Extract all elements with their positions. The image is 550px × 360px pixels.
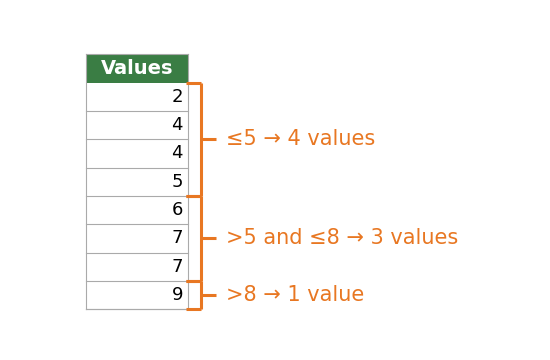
Bar [86, 281, 188, 309]
Text: 7: 7 [172, 258, 183, 276]
Text: 6: 6 [172, 201, 183, 219]
Bar [86, 168, 188, 196]
Text: Values: Values [101, 59, 173, 78]
Text: >8 → 1 value: >8 → 1 value [227, 285, 365, 305]
Bar [86, 224, 188, 253]
Bar [86, 196, 188, 224]
Text: 4: 4 [172, 144, 183, 162]
Text: 5: 5 [172, 173, 183, 191]
Bar [86, 111, 188, 139]
Text: 4: 4 [172, 116, 183, 134]
Bar [86, 54, 188, 83]
Text: 7: 7 [172, 229, 183, 247]
Bar [86, 139, 188, 168]
Bar [86, 83, 188, 111]
Bar [86, 253, 188, 281]
Text: 9: 9 [172, 286, 183, 304]
Text: 2: 2 [172, 88, 183, 106]
Text: ≤5 → 4 values: ≤5 → 4 values [227, 129, 376, 149]
Text: >5 and ≤8 → 3 values: >5 and ≤8 → 3 values [227, 229, 459, 248]
